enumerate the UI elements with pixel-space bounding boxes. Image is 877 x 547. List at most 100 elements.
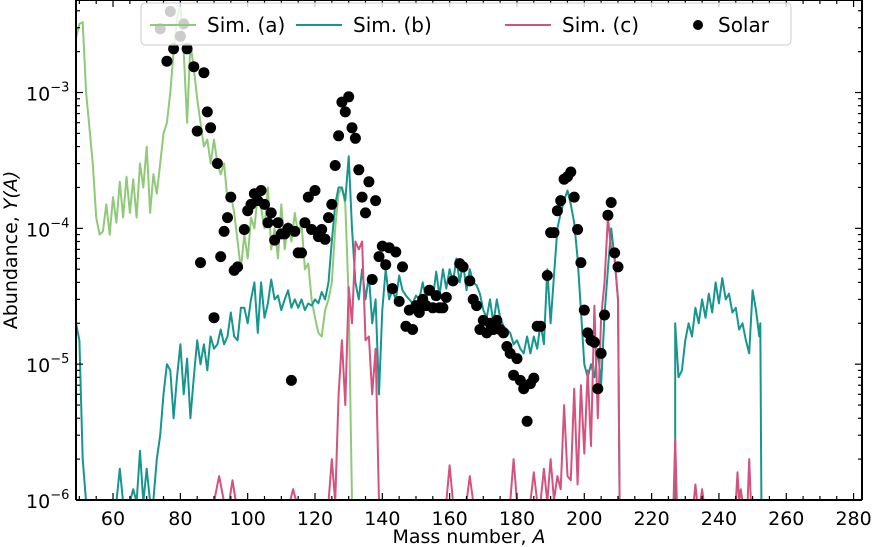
solar-point [195, 257, 206, 269]
solar-point [255, 185, 267, 196]
solar-point [447, 275, 459, 287]
solar-point [511, 353, 523, 365]
solar-point [572, 224, 584, 235]
legend-label-sim-a: Sim. (a) [207, 13, 285, 37]
solar-point [272, 217, 284, 229]
solar-point [471, 300, 483, 312]
legend: Sim. (a) Sim. (b) Sim. (c) Solar [140, 2, 792, 46]
x-tick-label: 280 [835, 508, 871, 530]
solar-point [191, 125, 203, 137]
solar-point [609, 247, 621, 259]
solar-point [168, 43, 180, 55]
solar-point [211, 158, 223, 169]
x-tick-label: 240 [701, 508, 737, 530]
solar-point [595, 347, 607, 359]
solar-point [565, 166, 577, 178]
solar-point [575, 257, 587, 269]
solar-point [201, 106, 213, 118]
x-axis-label: Mass number, A [392, 526, 545, 547]
solar-point [222, 212, 233, 224]
solar-point [356, 191, 368, 203]
solar-points [154, 6, 624, 427]
solar-point [326, 198, 338, 210]
solar-point [548, 227, 560, 239]
solar-point [407, 324, 419, 335]
y-tick-label: 10−5 [26, 352, 69, 377]
solar-point [218, 225, 230, 237]
solar-point [430, 290, 442, 302]
solar-point [299, 217, 311, 229]
solar-point [265, 207, 277, 219]
series-line-sim-c-segment-0 [213, 216, 621, 500]
x-tick-label: 200 [566, 508, 602, 530]
solar-point [225, 191, 237, 203]
solar-point [380, 259, 392, 271]
solar-point [413, 307, 425, 318]
x-tick-label: 160 [432, 508, 468, 530]
solar-point [521, 415, 533, 427]
solar-point [161, 55, 173, 67]
solar-point [349, 132, 361, 144]
y-axis-label: Abundance, Y(A) [0, 171, 22, 330]
solar-point [302, 191, 314, 203]
solar-point [181, 43, 193, 55]
solar-point [339, 106, 351, 118]
solar-point [599, 309, 610, 321]
solar-point [232, 261, 244, 273]
x-tick-label: 140 [364, 508, 400, 530]
solar-point [592, 383, 604, 395]
solar-point [390, 246, 402, 258]
solar-point [309, 185, 321, 196]
series-line-sim-a-segment-0 [76, 2, 353, 500]
solar-point [588, 336, 600, 348]
solar-point [568, 191, 580, 203]
solar-point [528, 372, 540, 384]
solar-point [437, 302, 449, 314]
x-tick-label: 120 [297, 508, 333, 530]
legend-label-sim-c: Sim. (c) [562, 13, 639, 37]
solar-point [370, 195, 382, 207]
solar-point [551, 205, 563, 217]
solar-point [605, 197, 617, 208]
solar-point [535, 320, 546, 332]
solar-point [440, 291, 452, 303]
y-tick-label: 10−6 [26, 488, 69, 513]
solar-point [514, 374, 526, 386]
solar-point [464, 275, 476, 287]
x-tick-label: 180 [499, 508, 535, 530]
series-layer [76, 2, 763, 500]
solar-point [612, 261, 624, 273]
axes-spines [75, 0, 863, 501]
legend-label-solar: Solar [718, 13, 770, 37]
legend-label-sim-b: Sim. (b) [353, 13, 432, 37]
solar-point [360, 207, 371, 219]
solar-point [289, 225, 301, 237]
solar-point [323, 212, 334, 224]
solar-point [541, 270, 553, 281]
solar-point [346, 122, 358, 134]
solar-point [491, 314, 503, 326]
solar-point [329, 160, 341, 171]
solar-point [393, 295, 405, 307]
solar-point [353, 164, 365, 176]
solar-point [397, 261, 408, 273]
x-tick-label: 80 [168, 508, 192, 530]
series-line-sim-b-segment-1 [674, 277, 763, 500]
solar-point [285, 374, 297, 386]
solar-point [373, 251, 385, 263]
solar-point [259, 198, 270, 210]
solar-point [602, 209, 614, 221]
solar-point [238, 224, 250, 235]
y-tick-label: 10−3 [26, 81, 69, 106]
x-tick-label: 100 [230, 508, 266, 530]
solar-point [578, 304, 590, 316]
solar-point [363, 176, 375, 188]
solar-point [215, 251, 227, 263]
solar-point [205, 122, 217, 134]
solar-point [343, 91, 355, 103]
solar-point [555, 195, 567, 207]
y-tick-label: 10−4 [26, 216, 69, 241]
solar-point [208, 312, 220, 324]
solar-point [198, 67, 210, 79]
solar-point [333, 130, 345, 142]
